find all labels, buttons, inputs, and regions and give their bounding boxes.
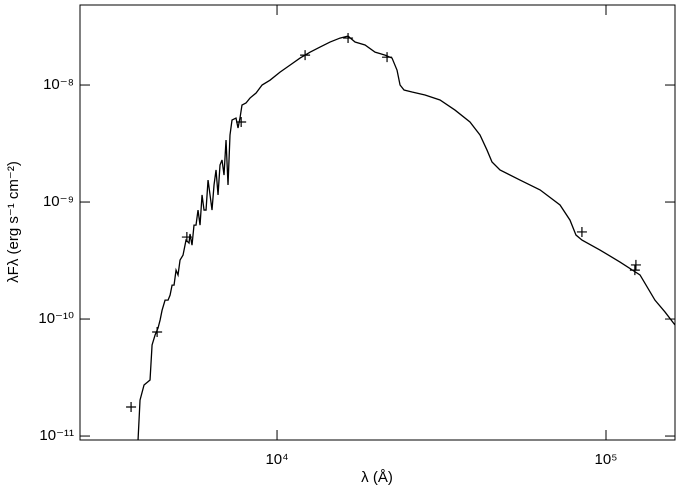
x-tick-label: 10⁵	[595, 451, 618, 468]
x-axis-label: λ (Å)	[361, 469, 393, 486]
data-point	[382, 52, 393, 63]
y-tick-label: 10⁻¹⁰	[38, 310, 74, 327]
y-axis-label: λFλ (erg s⁻¹ cm⁻²)	[5, 161, 22, 283]
y-tick-label: 10⁻⁸	[43, 76, 74, 93]
data-point	[300, 50, 311, 61]
plot-frame	[79, 4, 676, 441]
data-point	[236, 117, 247, 128]
data-point	[343, 33, 354, 44]
y-tick-label: 10⁻⁹	[43, 193, 74, 210]
data-point	[126, 402, 137, 413]
y-tick-label: 10⁻¹¹	[39, 427, 74, 444]
data-point	[630, 259, 641, 270]
data-point	[181, 232, 192, 243]
x-tick-label: 10⁴	[265, 451, 288, 468]
data-point	[152, 326, 163, 337]
model-line	[137, 35, 676, 441]
data-point	[576, 226, 587, 237]
data-point	[629, 265, 640, 276]
